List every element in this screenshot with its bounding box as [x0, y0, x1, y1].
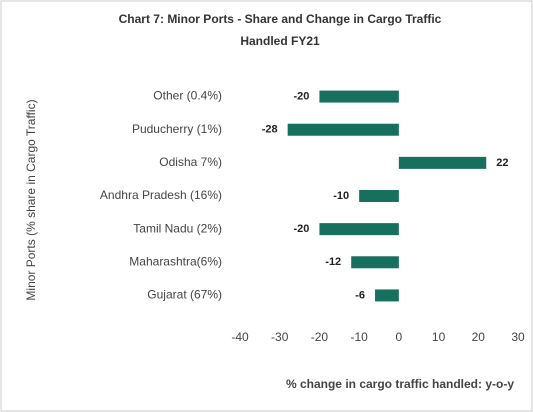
- bar: [398, 156, 487, 169]
- data-label: -20: [294, 223, 310, 235]
- chart-title: Chart 7: Minor Ports - Share and Change …: [118, 12, 442, 48]
- x-tick-label: 20: [472, 330, 486, 344]
- y-tick-label: Odisha 7%): [159, 155, 222, 169]
- data-label: -28: [262, 124, 278, 136]
- data-label: -20: [294, 90, 310, 102]
- y-tick-label: Puducherry (1%): [132, 122, 222, 136]
- bar: [287, 123, 399, 136]
- y-tick-label: Maharashtra(6%): [129, 254, 222, 268]
- data-label: 22: [496, 157, 508, 169]
- y-tick-label: Andhra Pradesh (16%): [100, 188, 222, 202]
- bar: [319, 223, 399, 236]
- bar: [375, 289, 399, 302]
- x-tick-label: -40: [231, 330, 249, 344]
- x-tick-label: 10: [432, 330, 446, 344]
- data-label: -10: [333, 190, 349, 202]
- bar: [359, 190, 399, 202]
- data-label: -12: [325, 256, 341, 268]
- x-tick-label: -10: [350, 330, 368, 344]
- y-axis-label: Minor Ports (% share in Cargo Traffic): [24, 99, 38, 300]
- x-tick-label: -30: [271, 330, 289, 344]
- x-tick-label: 30: [511, 330, 525, 344]
- bar: [319, 90, 399, 103]
- data-label: -6: [355, 289, 365, 301]
- y-tick-label: Tamil Nadu (2%): [133, 221, 222, 235]
- bar: [351, 256, 399, 269]
- y-tick-label: Other (0.4%): [153, 89, 222, 103]
- x-axis-label: % change in cargo traffic handled: y-o-y: [286, 377, 514, 391]
- x-tick-label: 0: [396, 330, 403, 344]
- y-tick-label: Gujarat (67%): [147, 288, 222, 302]
- x-tick-label: -20: [311, 330, 329, 344]
